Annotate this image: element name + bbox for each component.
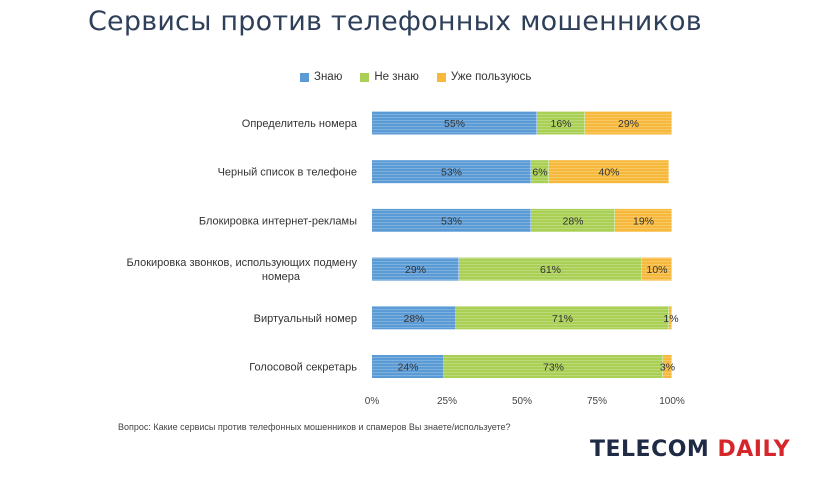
legend-swatch	[436, 72, 446, 82]
data-label: 71%	[552, 313, 573, 325]
data-label: 1%	[663, 313, 678, 325]
bar-texture	[444, 355, 663, 378]
bar-texture	[663, 355, 672, 378]
data-label: 3%	[660, 362, 675, 374]
chart-legend: Знаю Не знаю Уже пользуюсь	[300, 71, 531, 83]
data-label: 16%	[550, 118, 571, 130]
bar-texture	[459, 257, 642, 281]
x-tick-label: 50%	[512, 396, 532, 407]
category-label-line: Черный список в телефоне	[218, 167, 357, 179]
bar-texture	[372, 111, 537, 135]
bar-texture	[549, 160, 669, 184]
legend-swatch	[300, 72, 309, 82]
data-label: 29%	[405, 264, 426, 276]
bar-texture	[669, 306, 672, 330]
data-label: 10%	[646, 264, 667, 276]
legend-label: Знаю	[314, 71, 343, 83]
category-label: Определитель номера	[242, 118, 358, 130]
data-label: 6%	[532, 167, 547, 179]
data-label: 24%	[397, 362, 418, 374]
bar-texture	[531, 160, 549, 184]
category-label-line: Блокировка интернет-рекламы	[199, 215, 357, 227]
legend-swatch	[360, 72, 370, 82]
brand-part-daily: DAILY	[717, 437, 790, 462]
x-tick-label: 0%	[365, 396, 380, 407]
x-tick-label: 25%	[437, 396, 457, 407]
bar-texture	[585, 111, 672, 135]
chart-title: Сервисы против телефонных мошенников	[88, 6, 702, 37]
data-label: 28%	[403, 313, 424, 325]
survey-question-footnote: Вопрос: Какие сервисы против телефонных …	[118, 422, 511, 432]
legend-item: Знаю	[300, 71, 342, 83]
brand-part-telecom: TELECOM	[590, 437, 710, 462]
category-label: Блокировка интернет-рекламы	[199, 215, 357, 227]
category-label: Черный список в телефоне	[218, 167, 357, 179]
data-label: 28%	[562, 215, 583, 227]
bar-texture	[372, 257, 459, 281]
category-label: Блокировка звонков, использующих подмену…	[126, 257, 357, 283]
data-label: 53%	[441, 167, 462, 179]
data-label: 29%	[618, 118, 639, 130]
x-tick-label: 75%	[587, 396, 607, 407]
data-label: 19%	[633, 215, 654, 227]
category-label-line: Голосовой секретарь	[249, 362, 357, 374]
bar-texture	[456, 306, 669, 330]
data-label: 61%	[540, 264, 561, 276]
stacked-bar-chart: 55% 16% 29% 53% 6% 40% 53% 28% 19% 29% 61% 10% 28% 71…	[126, 111, 685, 407]
bar-texture	[372, 208, 531, 232]
data-label: 40%	[598, 167, 619, 179]
bar-texture	[531, 208, 615, 232]
bar-texture	[537, 111, 585, 135]
bar-texture	[372, 306, 456, 330]
category-label-line: Блокировка звонков, использующих подмену	[126, 257, 357, 269]
category-label: Виртуальный номер	[254, 313, 357, 325]
bar-texture	[642, 257, 672, 281]
telecom-daily-logo: TELECOM DAILY	[590, 437, 790, 462]
category-label-line: номера	[262, 271, 301, 283]
category-label-line: Виртуальный номер	[254, 313, 357, 325]
legend-label: Уже пользуюсь	[450, 71, 532, 83]
data-label: 55%	[444, 118, 465, 130]
bar-texture	[372, 355, 444, 378]
bar-texture	[615, 208, 672, 232]
legend-item: Уже пользуюсь	[436, 71, 532, 83]
x-tick-label: 100%	[659, 396, 685, 407]
legend-item: Не знаю	[360, 71, 419, 83]
data-label: 73%	[543, 362, 564, 374]
bar-texture	[372, 160, 531, 184]
data-label: 53%	[441, 215, 462, 227]
category-label: Голосовой секретарь	[249, 362, 357, 374]
category-label-line: Определитель номера	[242, 118, 358, 130]
legend-label: Не знаю	[374, 71, 419, 83]
